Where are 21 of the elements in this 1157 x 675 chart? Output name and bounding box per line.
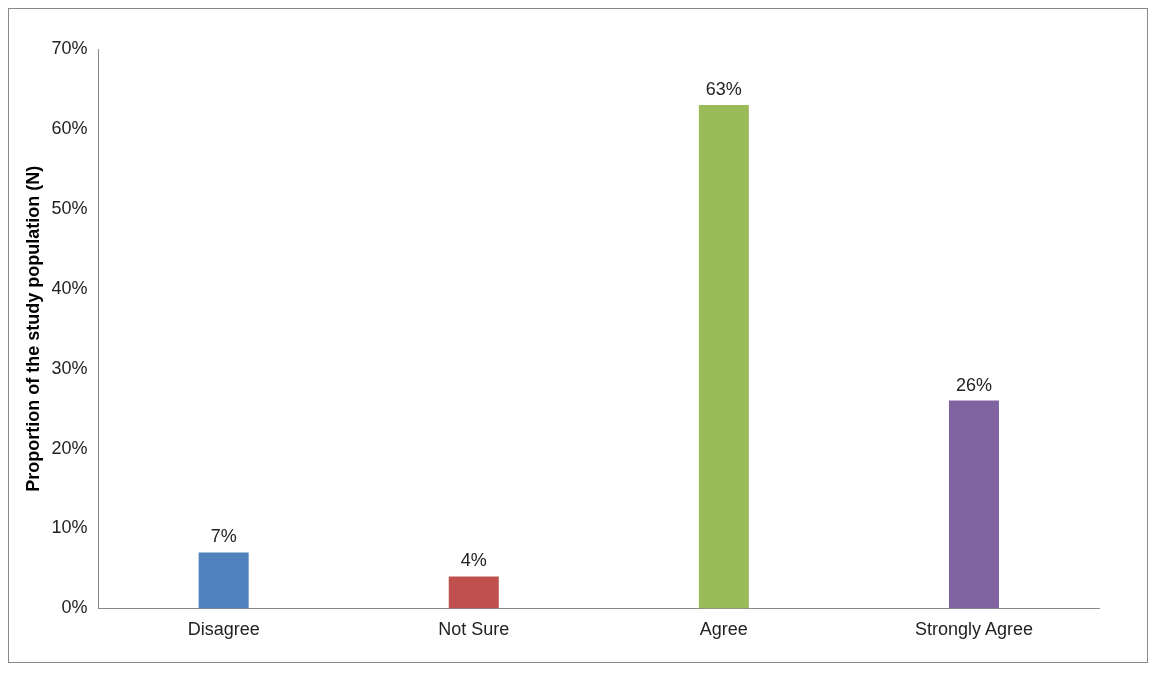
y-tick-label: 0%	[61, 597, 88, 618]
y-tick-label: 40%	[51, 277, 88, 298]
y-tick-label: 70%	[51, 37, 88, 58]
y-tick-label: 10%	[51, 517, 88, 538]
data-label: 63%	[705, 78, 742, 99]
x-tick-label: Disagree	[187, 619, 260, 640]
data-label: 7%	[210, 526, 237, 547]
bar	[448, 576, 499, 609]
bar	[198, 552, 249, 609]
y-tick-label: 50%	[51, 197, 88, 218]
x-tick-label: Not Sure	[438, 619, 510, 640]
bar	[948, 400, 999, 609]
y-tick-label: 20%	[51, 437, 88, 458]
x-tick-label: Strongly Agree	[914, 619, 1033, 640]
data-label: 26%	[955, 374, 992, 395]
data-label: 4%	[460, 550, 487, 571]
bar	[698, 104, 749, 609]
y-tick-label: 60%	[51, 117, 88, 138]
y-axis-title: Proportion of the study population (N)	[22, 165, 43, 492]
y-tick-label: 30%	[51, 357, 88, 378]
x-tick-label: Agree	[699, 619, 748, 640]
